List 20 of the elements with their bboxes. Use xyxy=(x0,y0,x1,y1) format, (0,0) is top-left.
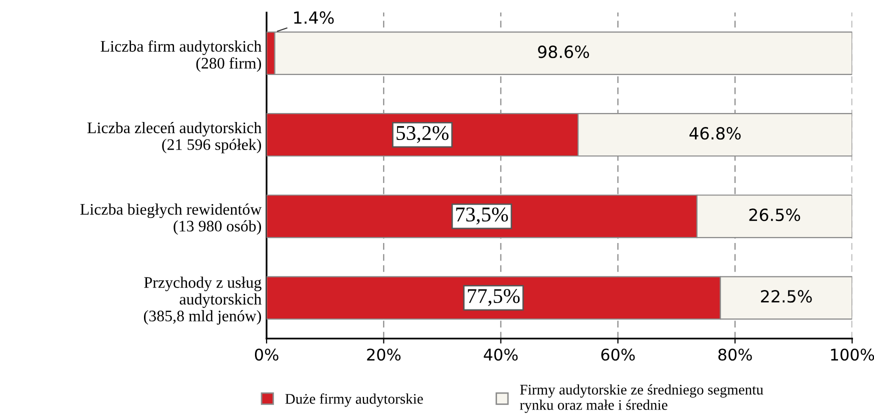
legend-label: Duże firmy audytorskie xyxy=(285,393,423,407)
y-tick-label: Liczba biegłych rewidentów (13 980 osób) xyxy=(80,203,262,235)
x-tick-label: 100% xyxy=(831,348,874,361)
data-label: 98.6% xyxy=(538,46,590,58)
x-tick-label: 0% xyxy=(254,348,278,361)
data-label: 1.4% xyxy=(294,11,334,24)
y-tick-label: Liczba firm audytorskich (280 firm) xyxy=(100,40,262,72)
data-label: 53,2% xyxy=(396,126,449,144)
data-label: 77,5% xyxy=(468,288,520,306)
data-label: 46.8% xyxy=(689,127,741,140)
data-label: 73,5% xyxy=(456,207,508,225)
data-label: 22.5% xyxy=(761,290,812,303)
x-tick-label: 80% xyxy=(718,348,752,361)
y-tick-label: Przychody z usług audytorskich (385,8 mld jenów) xyxy=(144,276,262,325)
x-tick-label: 20% xyxy=(367,348,401,361)
y-tick-label: Liczba zleceń audytorskich (21 596 spółek) xyxy=(87,122,262,154)
legend-label: Firmy audytorskie ze średniego segmentu rynku oraz małe i średnie xyxy=(520,384,764,413)
x-tick-label: 40% xyxy=(484,348,518,361)
x-tick-label: 60% xyxy=(601,348,635,361)
data-label: 26.5% xyxy=(749,208,800,222)
